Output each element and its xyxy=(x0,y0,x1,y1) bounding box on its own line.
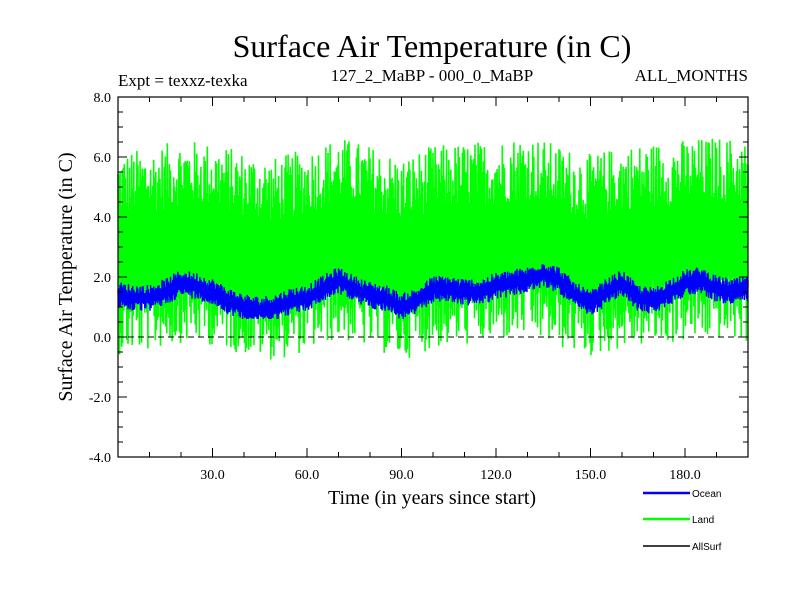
land-line xyxy=(117,138,749,360)
y-tick-label: 6.0 xyxy=(94,151,112,166)
y-tick-label: 8.0 xyxy=(94,91,112,106)
legend-label: AllSurf xyxy=(692,542,722,553)
y-tick-label: 4.0 xyxy=(94,211,112,226)
y-axis-label: Surface Air Temperature (in C) xyxy=(55,152,77,401)
land-series xyxy=(117,138,749,360)
y-tick-label: -2.0 xyxy=(89,391,111,406)
months-label: ALL_MONTHS xyxy=(635,66,748,85)
x-tick-label: 30.0 xyxy=(200,468,225,483)
ocean-series xyxy=(117,264,749,320)
legend-item-ocean: Ocean xyxy=(643,489,721,500)
x-axis-label: Time (in years since start) xyxy=(328,487,536,509)
chart-title: Surface Air Temperature (in C) xyxy=(233,28,632,64)
legend: Ocean Land AllSurf xyxy=(643,489,722,553)
x-tick-label: 90.0 xyxy=(389,468,414,483)
period-label: 127_2_MaBP - 000_0_MaBP xyxy=(331,66,533,85)
y-tick-label: 2.0 xyxy=(94,271,112,286)
axes: 30.0 60.0 90.0 120.0 150.0 180.0 -4.0 -2.0 0.0 2.… xyxy=(89,91,749,483)
x-tick-label: 60.0 xyxy=(295,468,320,483)
y-tick-label: 0.0 xyxy=(94,331,112,346)
ocean-line xyxy=(117,264,749,320)
legend-item-allsurf: AllSurf xyxy=(643,542,722,553)
legend-item-land: Land xyxy=(643,515,714,526)
legend-label: Ocean xyxy=(692,489,721,500)
x-tick-label: 120.0 xyxy=(480,468,512,483)
x-tick-label: 150.0 xyxy=(575,468,607,483)
legend-label: Land xyxy=(692,515,714,526)
y-tick-label: -4.0 xyxy=(89,451,111,466)
x-tick-label: 180.0 xyxy=(669,468,701,483)
experiment-label: Expt = texxz-texka xyxy=(118,71,248,90)
